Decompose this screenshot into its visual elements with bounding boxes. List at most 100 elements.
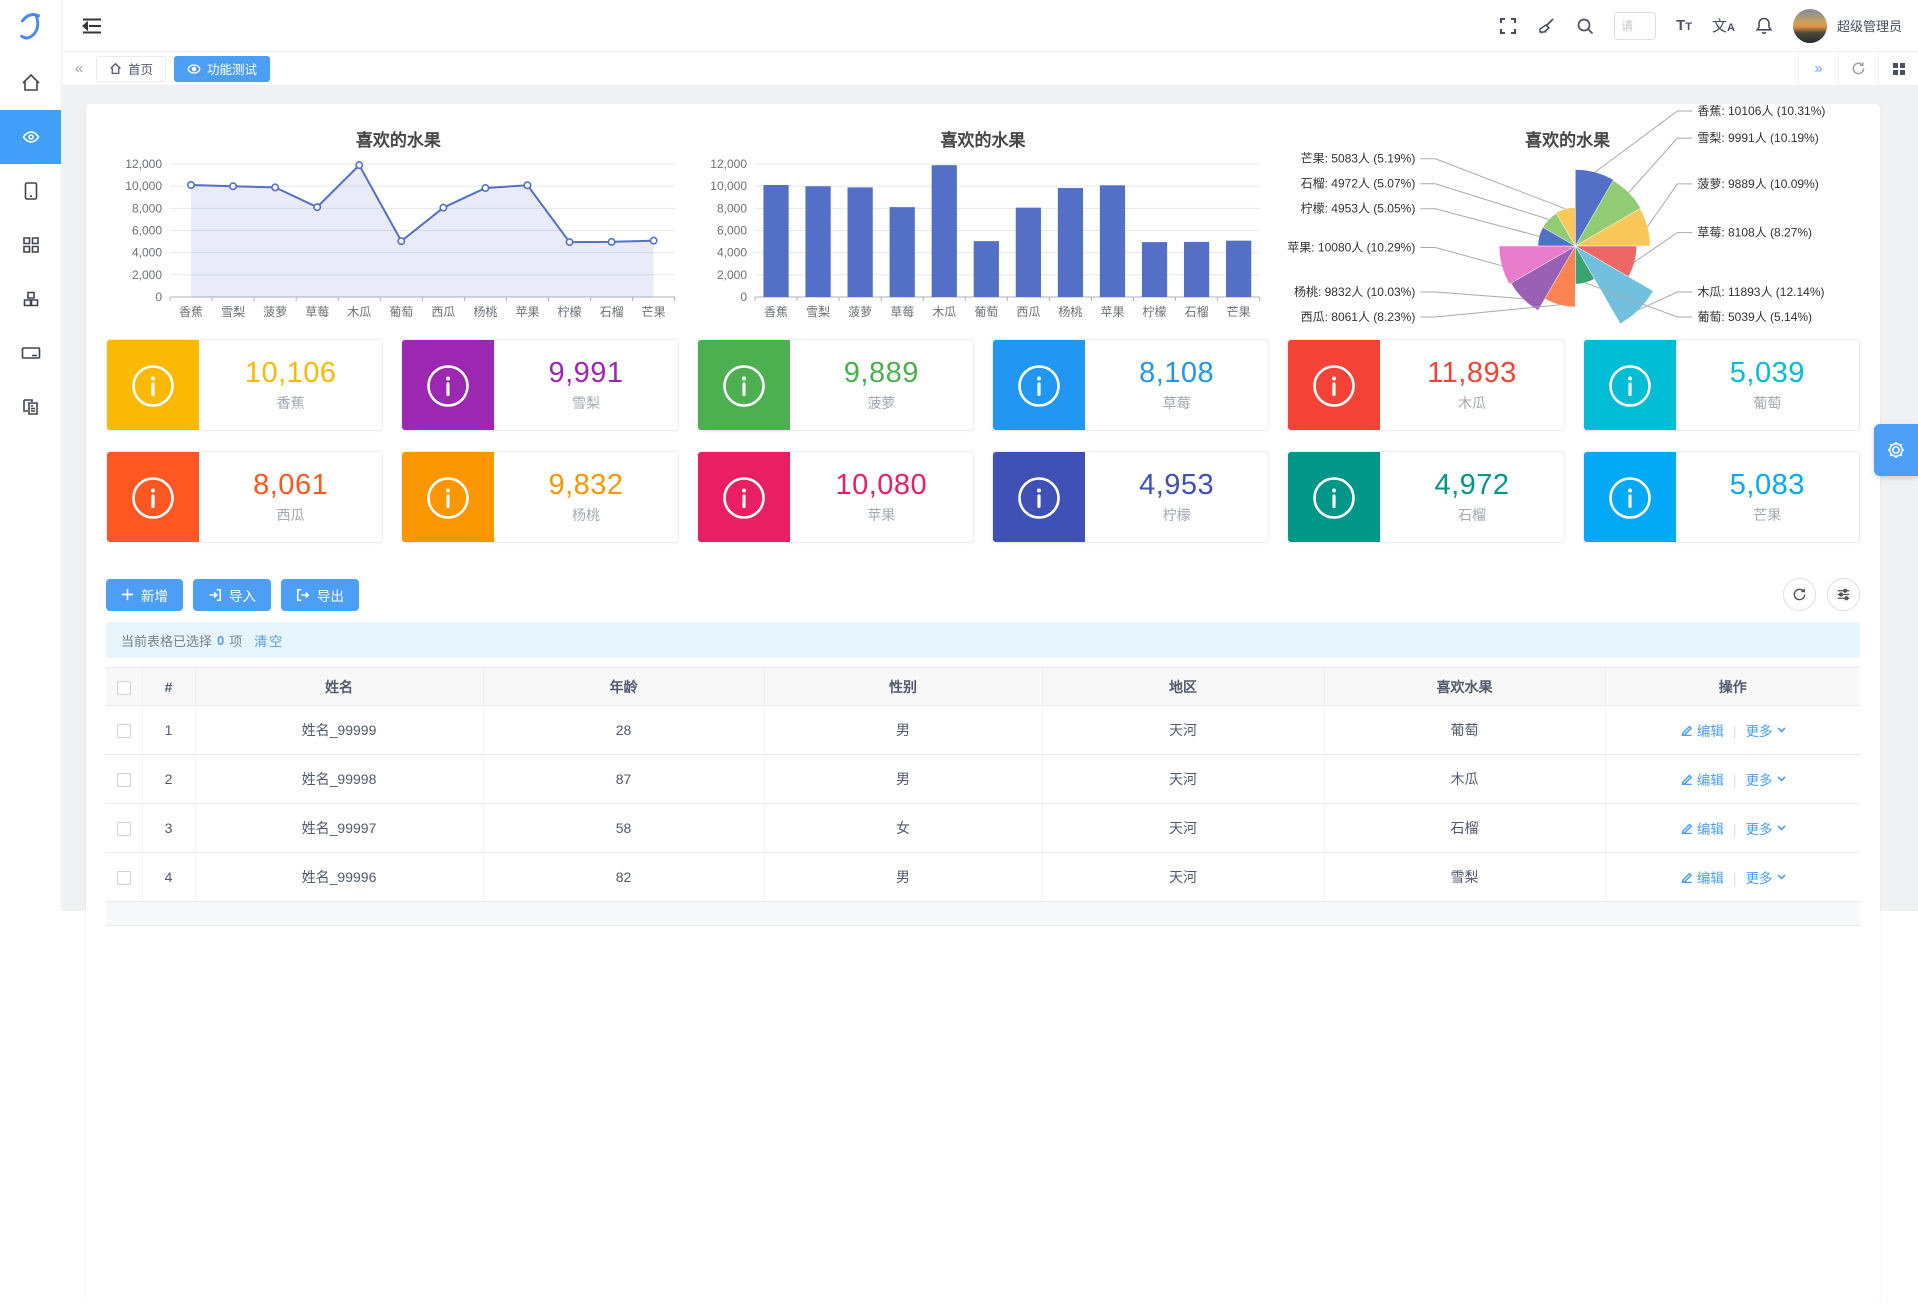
theme-settings-button[interactable] xyxy=(1874,424,1918,476)
column-filter-button[interactable] xyxy=(1827,578,1860,611)
tab-bar: « 首页 功能测试 » xyxy=(62,52,1918,86)
svg-text:杨桃: 杨桃 xyxy=(1058,304,1082,319)
svg-text:苹果: 苹果 xyxy=(515,305,539,319)
cell-region: 天河 xyxy=(1042,755,1324,804)
more-link[interactable]: 更多 xyxy=(1746,769,1786,789)
svg-text:苹果: 10080人 (10.29%): 苹果: 10080人 (10.29%) xyxy=(1288,240,1416,254)
tabs-scroll-right-icon[interactable]: » xyxy=(1798,52,1838,85)
stat-label: 木瓜 xyxy=(1458,393,1486,413)
sidebar-item-6[interactable] xyxy=(0,380,61,434)
table-row-4: 4 姓名_99996 82 男 天河 雪梨 编辑|更多 xyxy=(106,853,1860,902)
info-icon xyxy=(107,452,199,543)
menu-toggle-icon[interactable] xyxy=(82,17,102,35)
home-icon xyxy=(20,72,42,94)
tabs-scroll-left-icon[interactable]: « xyxy=(62,60,96,77)
info-icon xyxy=(107,340,199,431)
stat-label: 雪梨 xyxy=(572,393,600,413)
edit-link[interactable]: 编辑 xyxy=(1680,818,1724,838)
cell-name: 姓名_99997 xyxy=(195,804,483,853)
column-header-#: # xyxy=(142,668,195,706)
language-icon[interactable]: 文A xyxy=(1712,15,1735,36)
bell-icon[interactable] xyxy=(1755,16,1773,35)
svg-text:石榴: 石榴 xyxy=(1184,305,1208,319)
sidebar-item-active[interactable] xyxy=(0,110,61,164)
row-checkbox[interactable] xyxy=(117,871,131,885)
tab-refresh-icon[interactable] xyxy=(1838,52,1878,85)
stat-value: 8,108 xyxy=(1139,357,1214,390)
svg-text:香蕉: 10106人 (10.31%): 香蕉: 10106人 (10.31%) xyxy=(1698,104,1826,118)
cell-age: 87 xyxy=(483,755,764,804)
svg-text:草莓: 草莓 xyxy=(305,305,329,319)
svg-text:雪梨: 雪梨 xyxy=(806,305,830,319)
svg-text:香蕉: 香蕉 xyxy=(179,305,203,319)
svg-text:柠檬: 柠檬 xyxy=(1142,304,1166,319)
avatar[interactable] xyxy=(1793,9,1827,43)
edit-link[interactable]: 编辑 xyxy=(1680,769,1724,789)
more-link[interactable]: 更多 xyxy=(1746,720,1786,740)
stat-card-雪梨: 9,991 雪梨 xyxy=(401,339,678,431)
tab-layout-grid-icon[interactable] xyxy=(1878,52,1918,85)
export-icon xyxy=(296,588,310,602)
sidebar-item-3[interactable] xyxy=(0,218,61,272)
svg-text:4,000: 4,000 xyxy=(717,246,747,260)
svg-text:葡萄: 葡萄 xyxy=(974,305,998,319)
cell-index: 2 xyxy=(142,755,195,804)
row-checkbox[interactable] xyxy=(117,822,131,836)
sidebar-item-2[interactable] xyxy=(0,164,61,218)
info-icon xyxy=(1288,340,1380,431)
font-size-icon[interactable]: TT xyxy=(1676,17,1692,34)
stat-card-苹果: 10,080 苹果 xyxy=(697,451,974,543)
cell-fruit: 木瓜 xyxy=(1324,755,1605,804)
svg-text:西瓜: 8061人 (8.23%): 西瓜: 8061人 (8.23%) xyxy=(1301,310,1416,324)
sidebar-item-5[interactable] xyxy=(0,326,61,380)
edit-link[interactable]: 编辑 xyxy=(1680,867,1724,887)
sidebar xyxy=(0,0,62,911)
tab-home[interactable]: 首页 xyxy=(96,56,166,82)
svg-text:杨桃: 9832人 (10.03%): 杨桃: 9832人 (10.03%) xyxy=(1294,284,1415,299)
stat-card-木瓜: 11,893 木瓜 xyxy=(1287,339,1564,431)
cell-gender: 男 xyxy=(764,853,1042,902)
cell-fruit: 石榴 xyxy=(1324,804,1605,853)
svg-text:2,000: 2,000 xyxy=(132,268,162,282)
svg-text:菠萝: 菠萝 xyxy=(848,305,872,319)
edit-link[interactable]: 编辑 xyxy=(1680,720,1724,740)
refresh-button[interactable] xyxy=(1783,578,1816,611)
stat-label: 香蕉 xyxy=(277,393,305,413)
broom-icon[interactable] xyxy=(1537,17,1556,35)
sidebar-item-4[interactable] xyxy=(0,272,61,326)
svg-text:杨桃: 杨桃 xyxy=(473,304,497,319)
add-button[interactable]: 新增 xyxy=(106,579,183,611)
clear-selection-link[interactable]: 清空 xyxy=(254,631,284,650)
cell-age: 28 xyxy=(483,706,764,755)
user-name[interactable]: 超级管理员 xyxy=(1837,16,1902,35)
stat-label: 石榴 xyxy=(1458,505,1486,525)
stat-card-石榴: 4,972 石榴 xyxy=(1287,451,1564,543)
cell-region: 天河 xyxy=(1042,706,1324,755)
selection-count: 0 xyxy=(217,633,224,648)
svg-text:柠檬: 4953人 (5.05%): 柠檬: 4953人 (5.05%) xyxy=(1301,201,1416,216)
select-all-checkbox[interactable] xyxy=(117,681,131,695)
export-button[interactable]: 导出 xyxy=(281,579,359,611)
row-checkbox[interactable] xyxy=(117,773,131,787)
svg-text:12,000: 12,000 xyxy=(710,157,747,171)
table-next-row-partial xyxy=(106,902,1860,926)
quick-search-input[interactable] xyxy=(1614,12,1656,40)
cell-name: 姓名_99999 xyxy=(195,706,483,755)
search-icon[interactable] xyxy=(1576,17,1594,35)
fullscreen-icon[interactable] xyxy=(1499,17,1517,35)
stat-value: 9,991 xyxy=(548,357,623,390)
tab-function-test[interactable]: 功能测试 xyxy=(174,56,270,82)
import-button[interactable]: 导入 xyxy=(193,579,271,611)
cell-name: 姓名_99998 xyxy=(195,755,483,804)
table-row-2: 2 姓名_99998 87 男 天河 木瓜 编辑|更多 xyxy=(106,755,1860,804)
more-link[interactable]: 更多 xyxy=(1746,867,1786,887)
cell-index: 4 xyxy=(142,853,195,902)
stat-value: 5,083 xyxy=(1730,469,1805,502)
row-checkbox[interactable] xyxy=(117,724,131,738)
app-logo[interactable] xyxy=(0,0,61,52)
more-link[interactable]: 更多 xyxy=(1746,818,1786,838)
stat-value: 10,106 xyxy=(245,357,337,390)
sidebar-item-0[interactable] xyxy=(0,56,61,110)
